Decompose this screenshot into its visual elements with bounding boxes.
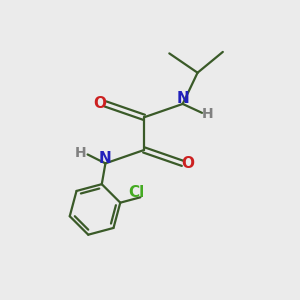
Text: N: N	[99, 151, 112, 166]
Text: O: O	[94, 96, 106, 111]
Text: H: H	[202, 107, 213, 121]
Text: O: O	[182, 156, 194, 171]
Text: H: H	[75, 146, 87, 160]
Text: N: N	[176, 91, 189, 106]
Text: Cl: Cl	[128, 185, 144, 200]
